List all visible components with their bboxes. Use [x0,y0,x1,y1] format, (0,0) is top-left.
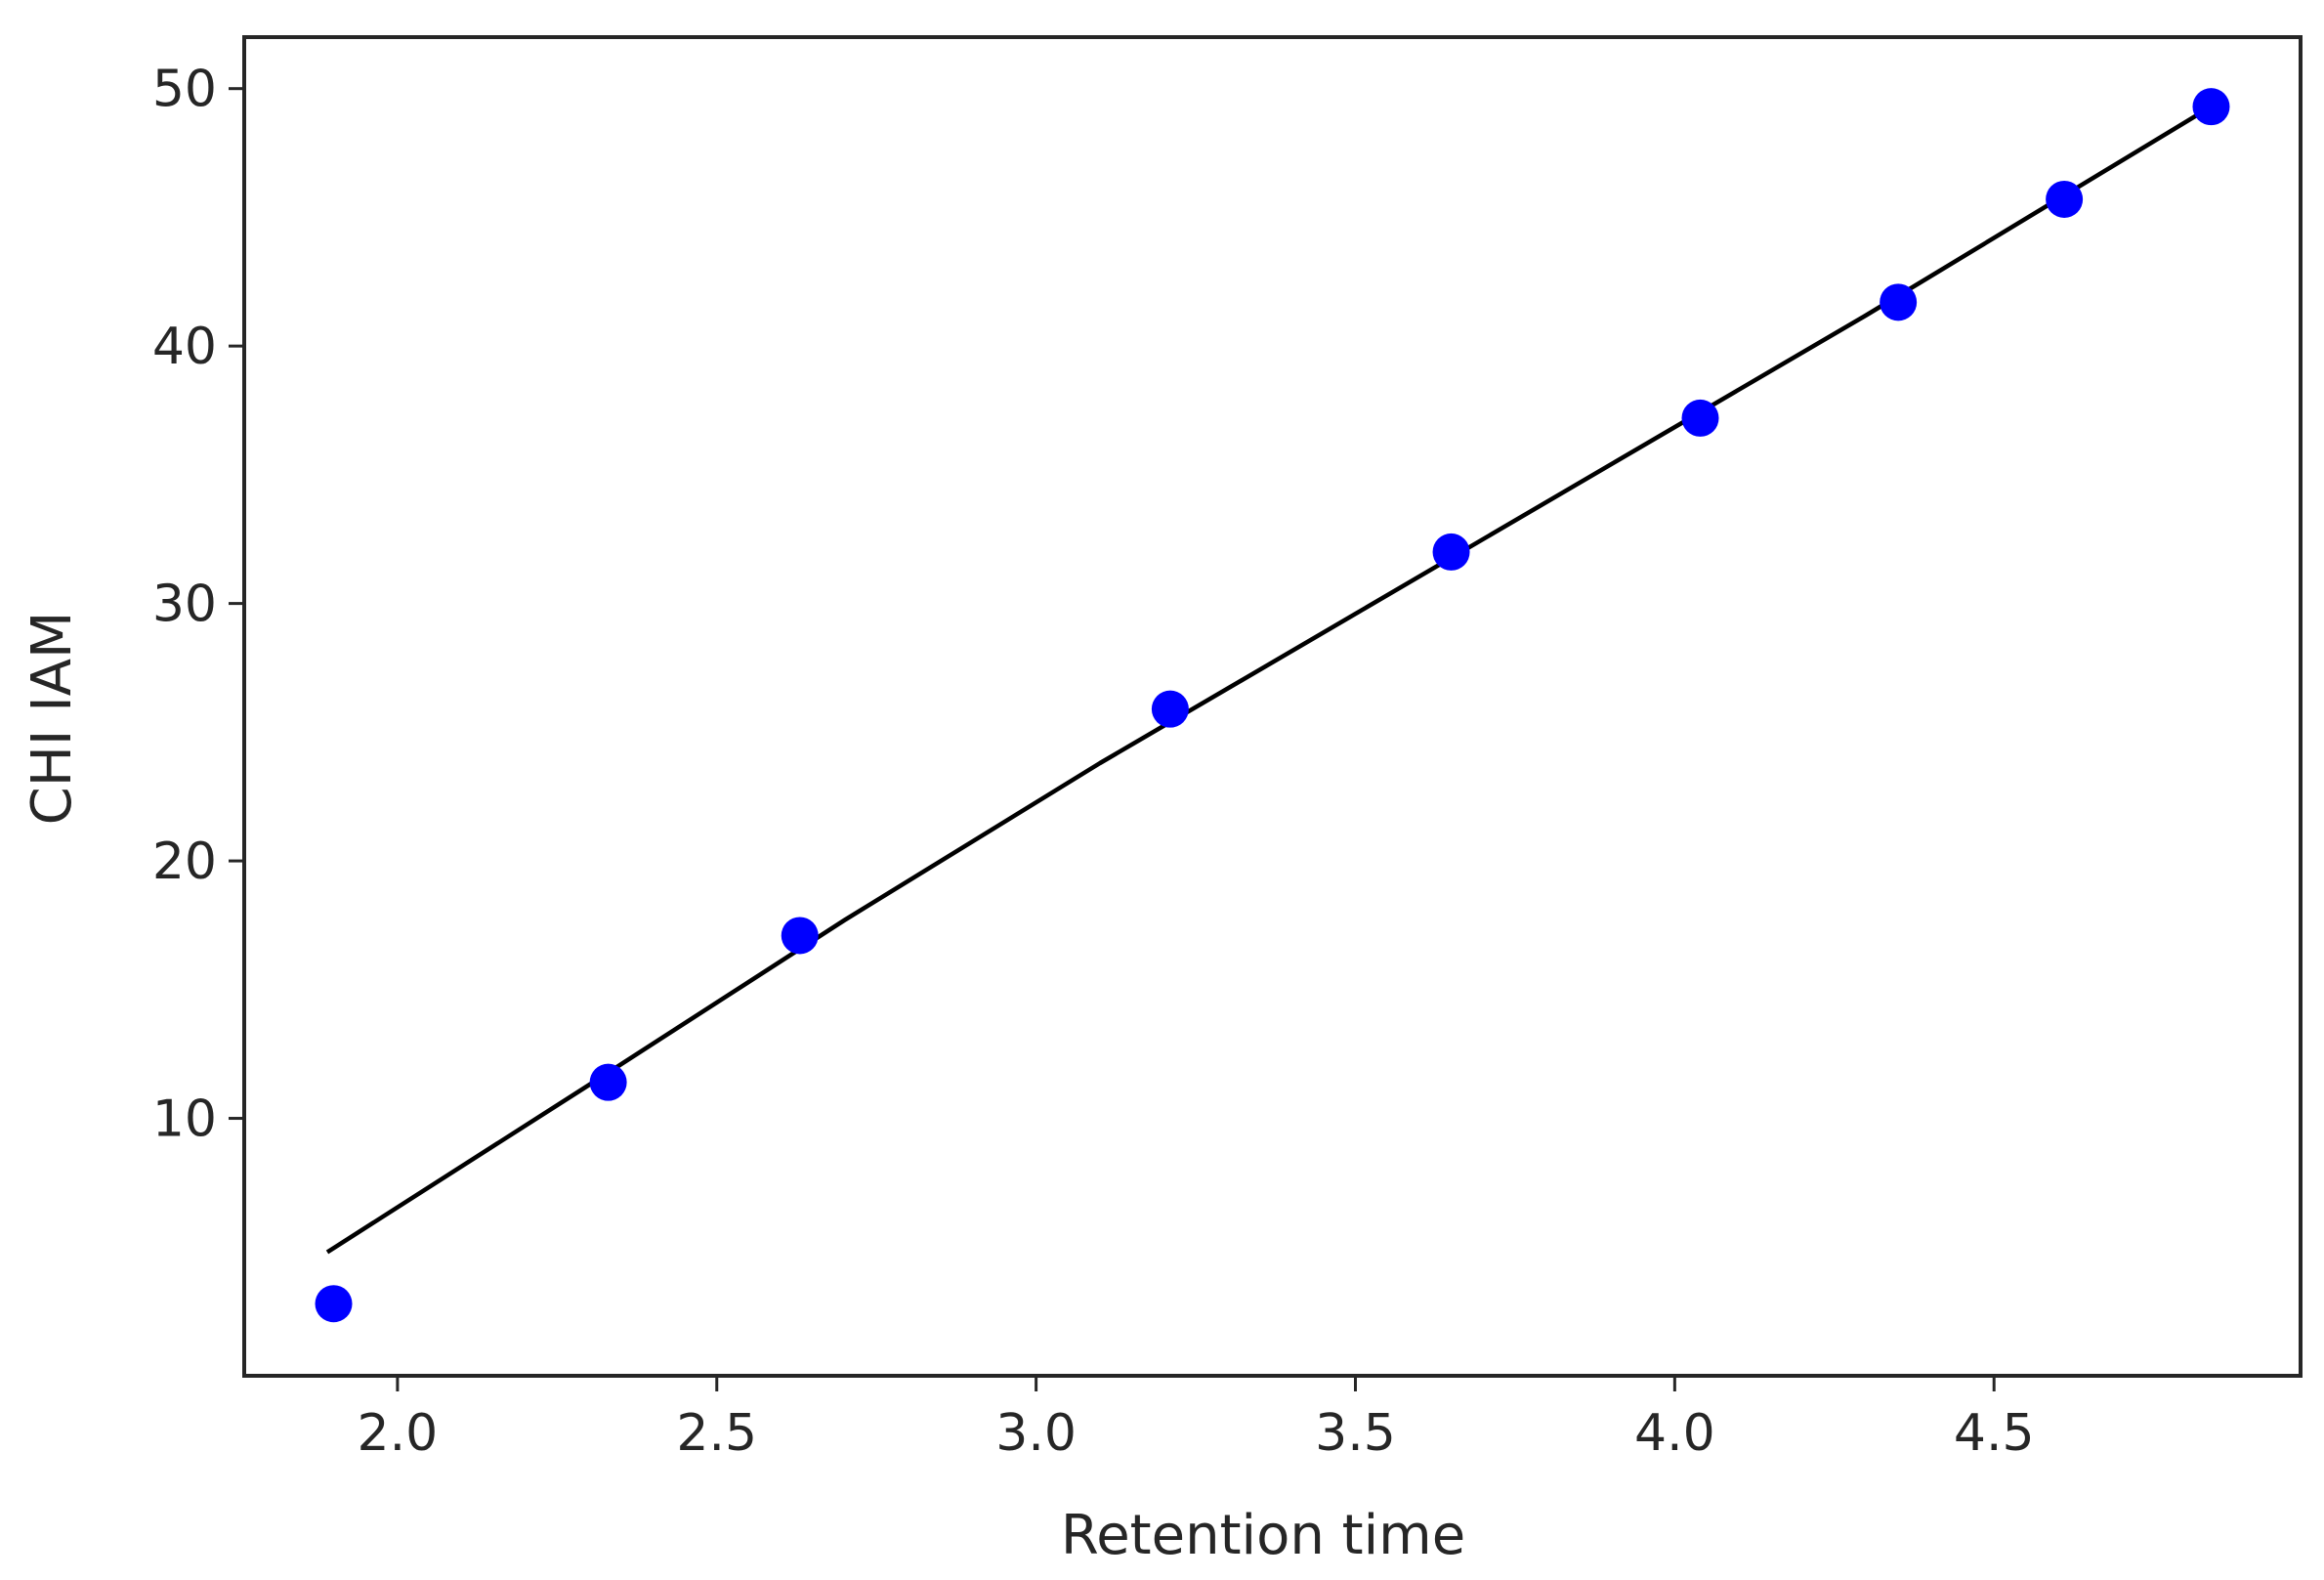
y-tick-label: 20 [152,833,217,891]
x-tick-label: 3.5 [1315,1404,1396,1463]
scatter-point [1880,283,1918,321]
y-tick-label: 10 [152,1090,217,1149]
y-tick-label: 50 [152,61,217,119]
x-tick-label: 3.0 [995,1404,1077,1463]
y-axis-label: CHI IAM [21,612,84,826]
scatter-point [1432,533,1470,571]
scatter-point [1151,690,1189,728]
fit-line [325,105,2213,1255]
scatter-point [2046,180,2084,218]
y-tick-label: 30 [152,576,217,634]
scatter-point [1681,399,1719,437]
x-tick-label: 2.0 [358,1404,439,1463]
scatter-point [589,1063,627,1101]
x-tick-label: 4.0 [1634,1404,1715,1463]
x-tick-label: 2.5 [676,1404,757,1463]
scatter-point [315,1285,353,1323]
plot-frame [242,35,2303,1378]
x-tick-label: 4.5 [1954,1404,2035,1463]
x-axis-label: Retention time [1061,1504,1465,1567]
scatter-point [2192,88,2230,126]
y-tick-label: 40 [152,318,217,376]
scatter-point [781,917,819,955]
